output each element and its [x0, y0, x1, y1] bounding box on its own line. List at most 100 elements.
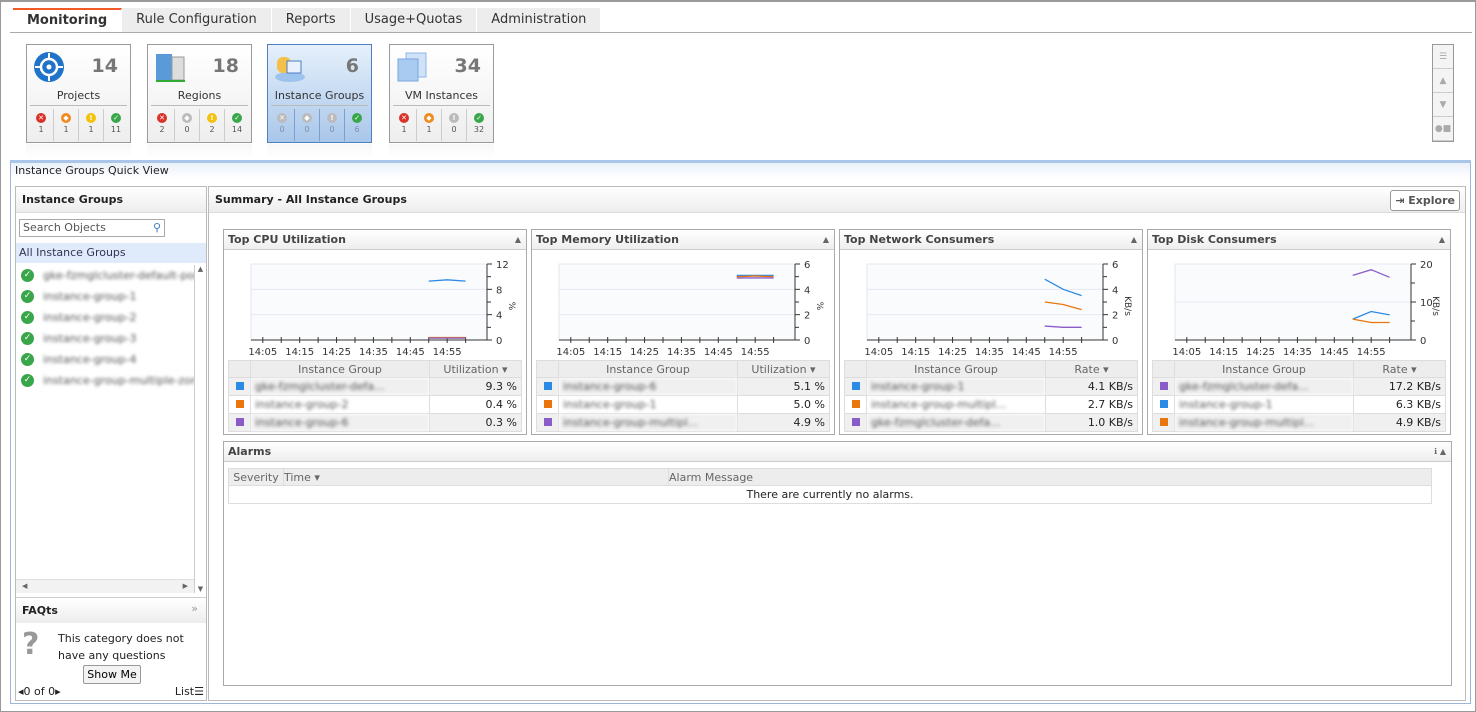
list-item[interactable]: ✓ instance-group-multiple-zones [16, 370, 194, 391]
status-warning[interactable]: ! 2 [200, 109, 225, 141]
status-count: 32 [473, 125, 485, 134]
regions-building-icon [154, 51, 186, 83]
explore-label: Explore [1408, 194, 1455, 207]
status-count: 1 [38, 125, 44, 134]
table-row[interactable]: gke-fzmglcluster-defa... 9.3 % [228, 377, 522, 396]
col-instance-group[interactable]: Instance Group [866, 360, 1046, 378]
tile-projects[interactable]: 14 Projects ✕ 1 ◆ 1! 1 ✓ 11 [26, 44, 131, 143]
collapse-icon[interactable]: ▲ [822, 235, 829, 244]
empty-message: There are currently no alarms. [228, 485, 1432, 504]
status-normal[interactable]: ✓ 32 [467, 109, 491, 141]
table-row[interactable]: instance-group-1 4.1 KB/s [844, 377, 1138, 396]
status-major[interactable]: ◆ 1 [417, 109, 442, 141]
table-row[interactable]: instance-group-multipl... 4.9 KB/s [1152, 413, 1446, 432]
tile-count: 34 [454, 55, 481, 77]
table-row[interactable]: gke-fzmglcluster-defa... 1.0 KB/s [844, 413, 1138, 432]
status-critical[interactable]: ✕ 1 [392, 109, 417, 141]
tile-regions[interactable]: 18 Regions ✕ 2 ◆ 0! 2 ✓ 14 [147, 44, 252, 143]
list-options-icon[interactable]: ☰ [1433, 45, 1453, 69]
scroll-up-icon[interactable]: ▲ [1433, 69, 1453, 93]
col-metric[interactable]: Utilization ▾ [429, 360, 522, 378]
normal-status-icon: ✓ [21, 353, 34, 366]
collapse-icon[interactable]: » [191, 602, 198, 615]
table-row[interactable]: instance-group-multipl... 4.9 % [536, 413, 830, 432]
status-normal[interactable]: ✓ 11 [104, 109, 128, 141]
table-row[interactable]: gke-fzmglcluster-defa... 17.2 KB/s [1152, 377, 1446, 396]
list-item[interactable]: ✓ instance-group-4 [16, 349, 194, 370]
col-metric[interactable]: Rate ▾ [1045, 360, 1138, 378]
table-row[interactable]: instance-group-6 5.1 % [536, 377, 830, 396]
table-row[interactable]: instance-group-6 0.3 % [228, 413, 522, 432]
tile-label: Regions [177, 89, 222, 102]
collapse-icon[interactable]: ▲ [1130, 235, 1137, 244]
collapse-icon[interactable]: ▲ [1438, 235, 1445, 244]
col-severity[interactable]: Severity [228, 468, 284, 486]
normal-status-icon: ✓ [21, 269, 34, 282]
x-tick-label: 14:45 [1320, 347, 1349, 358]
scroll-down-icon[interactable]: ▼ [1433, 93, 1453, 117]
col-metric[interactable]: Utilization ▾ [737, 360, 830, 378]
line-chart: 0 4 8 12% 14:05 14:15 14:25 14:35 14:45 14:55 [248, 260, 516, 358]
tab-usage-quotas[interactable]: Usage+Quotas [350, 8, 478, 33]
tile-instance-groups[interactable]: 6 Instance Groups ✕ 0 ◆ 0! 0 ✓ 6 [267, 44, 372, 143]
status-normal[interactable]: ✓ 14 [225, 109, 249, 141]
list-item[interactable]: ✓ instance-group-3 [16, 328, 194, 349]
explore-button[interactable]: ⇥ Explore [1390, 190, 1460, 211]
collapse-icon[interactable]: ▲ [514, 235, 521, 244]
x-tick-label: 14:35 [975, 347, 1004, 358]
list-item[interactable]: ✓ gke-fzmglcluster-default-pool- [16, 265, 194, 286]
table-row[interactable]: instance-group-2 0.4 % [228, 395, 522, 414]
col-instance-group[interactable]: Instance Group [250, 360, 430, 378]
col-instance-group[interactable]: Instance Group [1174, 360, 1354, 378]
status-major[interactable]: ◆ 0 [295, 109, 320, 141]
status-major[interactable]: ◆ 1 [54, 109, 79, 141]
show-me-button[interactable]: Show Me [83, 665, 141, 684]
status-warning[interactable]: ! 0 [442, 109, 467, 141]
collapse-icon[interactable]: ℹ ▲ [1434, 447, 1446, 456]
status-critical[interactable]: ✕ 1 [29, 109, 54, 141]
status-warning[interactable]: ! 1 [79, 109, 104, 141]
metric-value: 9.3 % [429, 377, 522, 396]
table-row[interactable]: instance-group-1 6.3 KB/s [1152, 395, 1446, 414]
pager-text: 0 of 0 [23, 685, 56, 698]
status-critical[interactable]: ✕ 2 [150, 109, 175, 141]
status-normal[interactable]: ✓ 6 [345, 109, 369, 141]
line-chart: 0 2 4 6% 14:05 14:15 14:25 14:35 14:45 14:55 [556, 260, 824, 358]
vertical-scrollbar[interactable]: ▲ ▼ [194, 265, 206, 593]
list-item[interactable]: ✓ instance-group-1 [16, 286, 194, 307]
tab-reports[interactable]: Reports [271, 8, 351, 33]
horizontal-scrollbar[interactable]: ◀ ▶ [16, 579, 194, 593]
instance-group-name: instance-group-multiple-zones [43, 374, 194, 387]
table-row[interactable]: instance-group-1 5.0 % [536, 395, 830, 414]
tile-vm-instances[interactable]: 34 VM Instances ✕ 1 ◆ 1! 0 ✓ 32 [389, 44, 494, 143]
view-options-icon[interactable]: ●■ [1433, 117, 1453, 141]
y-tick-label: 0 [496, 336, 502, 347]
x-tick-label: 14:35 [359, 347, 388, 358]
col-instance-group[interactable]: Instance Group [558, 360, 738, 378]
search-icon[interactable]: ⚲ [152, 221, 161, 234]
faq-title: FAQts [22, 604, 58, 617]
status-major[interactable]: ◆ 0 [175, 109, 200, 141]
all-instance-groups-item[interactable]: All Instance Groups [16, 243, 206, 263]
list-view-button[interactable]: List☰ [175, 685, 204, 698]
col-metric[interactable]: Rate ▾ [1353, 360, 1446, 378]
series-swatch [235, 400, 244, 408]
col-time[interactable]: Time ▾ [283, 468, 669, 486]
y-tick-label: 0 [1112, 336, 1118, 347]
tile-count: 6 [345, 55, 359, 77]
col-alarm-message[interactable]: Alarm Message [668, 468, 1432, 486]
status-critical[interactable]: ✕ 0 [270, 109, 295, 141]
tab-administration[interactable]: Administration [477, 8, 602, 33]
instance-group-list: ✓ gke-fzmglcluster-default-pool- ✓ instance… [16, 265, 194, 391]
series-swatch [851, 418, 860, 426]
list-item[interactable]: ✓ instance-group-2 [16, 307, 194, 328]
tab-rule-configuration[interactable]: Rule Configuration [122, 8, 272, 33]
y-tick-label: 0 [804, 336, 810, 347]
tile-toolbar: ☰ ▲ ▼ ●■ [1432, 44, 1454, 142]
search-input[interactable]: Search Objects ⚲ [19, 219, 165, 237]
table-row[interactable]: instance-group-multipl... 2.7 KB/s [844, 395, 1138, 414]
status-warning[interactable]: ! 0 [320, 109, 345, 141]
status-count: 0 [304, 125, 310, 134]
faq-pager[interactable]: ◂0 of 0▸ [18, 685, 61, 698]
tab-monitoring[interactable]: Monitoring [13, 8, 123, 33]
